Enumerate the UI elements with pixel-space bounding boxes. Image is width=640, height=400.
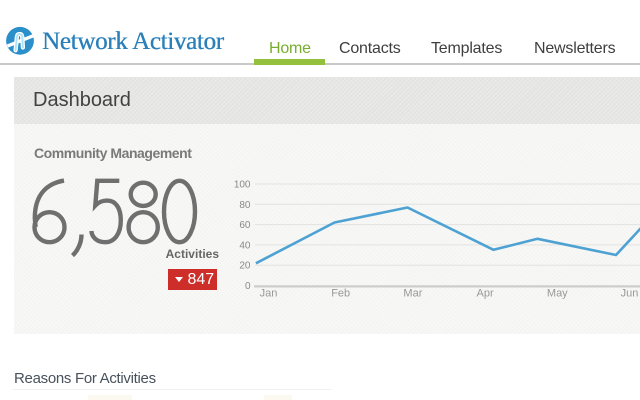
svg-text:May: May xyxy=(547,288,568,300)
svg-text:Feb: Feb xyxy=(331,288,350,300)
svg-text:40: 40 xyxy=(239,240,251,251)
svg-text:Apr: Apr xyxy=(477,288,494,300)
svg-text:60: 60 xyxy=(239,220,251,231)
svg-text:0: 0 xyxy=(245,281,251,292)
svg-text:Mar: Mar xyxy=(403,288,422,300)
svg-text:Jan: Jan xyxy=(260,288,278,300)
svg-text:Jun: Jun xyxy=(621,288,639,300)
svg-text:100: 100 xyxy=(234,180,251,191)
svg-text:80: 80 xyxy=(239,200,251,211)
svg-text:20: 20 xyxy=(239,261,251,272)
